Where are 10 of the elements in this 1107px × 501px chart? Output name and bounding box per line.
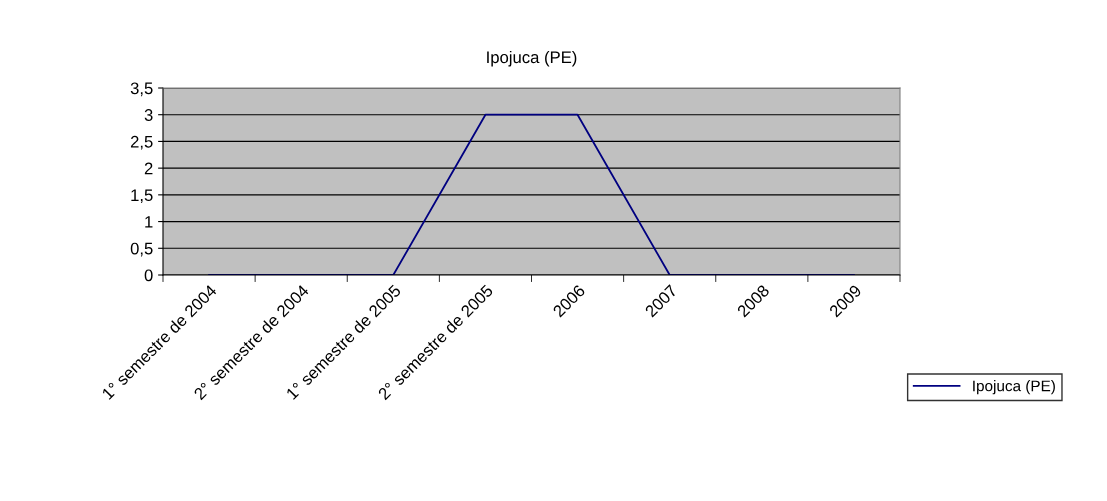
chart-title: Ipojuca (PE) [487, 50, 577, 67]
y-tick-label: 3,5 [130, 82, 153, 97]
y-tick-label: 3 [144, 109, 153, 121]
legend-label: Ipojuca (PE) [973, 380, 1055, 395]
y-tick-label: 0,5 [130, 242, 153, 257]
y-tick-label: 2,5 [130, 135, 153, 150]
y-tick-label: 0 [144, 269, 153, 282]
y-tick-label: 1,5 [131, 189, 153, 204]
y-tick-label: 1 [145, 216, 153, 228]
y-tick-label: 2 [144, 162, 153, 175]
